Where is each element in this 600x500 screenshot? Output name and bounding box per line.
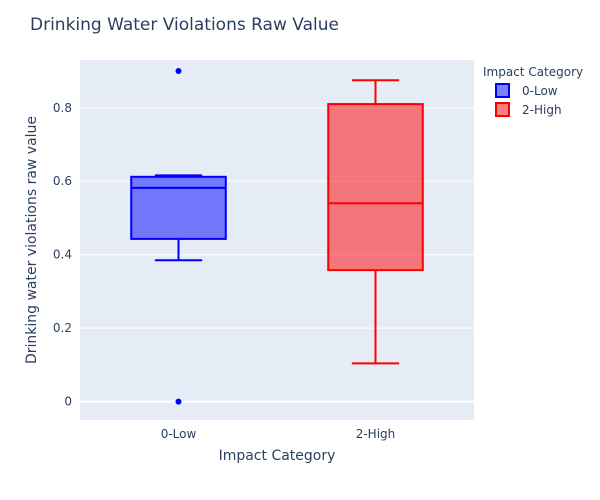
y-tick-label-4: 0.8 — [53, 101, 72, 115]
legend-swatch-1 — [495, 102, 510, 117]
y-tick-label-0: 0 — [64, 395, 72, 409]
legend: Impact Category 0-Low 2-High — [483, 65, 583, 117]
y-tick-label-1: 0.2 — [53, 321, 72, 335]
legend-swatch-0 — [495, 83, 510, 98]
iqr-box — [327, 103, 424, 272]
x-axis-title: Impact Category — [219, 448, 336, 464]
outlier-point-1 — [175, 398, 182, 405]
y-axis-title: Drinking water violations raw value — [24, 116, 40, 364]
x-axis-ticks: 0-Low 2-High — [161, 427, 396, 441]
x-tick-label-1: 2-High — [356, 427, 396, 441]
y-tick-label-3: 0.6 — [53, 174, 72, 188]
legend-label-0: 0-Low — [522, 84, 558, 98]
y-tick-label-2: 0.4 — [53, 248, 72, 262]
iqr-box — [130, 175, 227, 240]
y-axis-ticks: 0 0.2 0.4 0.6 0.8 — [53, 101, 72, 409]
legend-label-1: 2-High — [522, 103, 562, 117]
outlier-point-0 — [175, 68, 182, 75]
box-0-Low — [130, 68, 227, 405]
chart-title: Drinking Water Violations Raw Value — [30, 15, 339, 35]
box-2-High — [327, 79, 424, 365]
box-traces — [130, 68, 424, 405]
legend-title: Impact Category — [483, 65, 583, 79]
x-tick-label-0: 0-Low — [161, 427, 197, 441]
